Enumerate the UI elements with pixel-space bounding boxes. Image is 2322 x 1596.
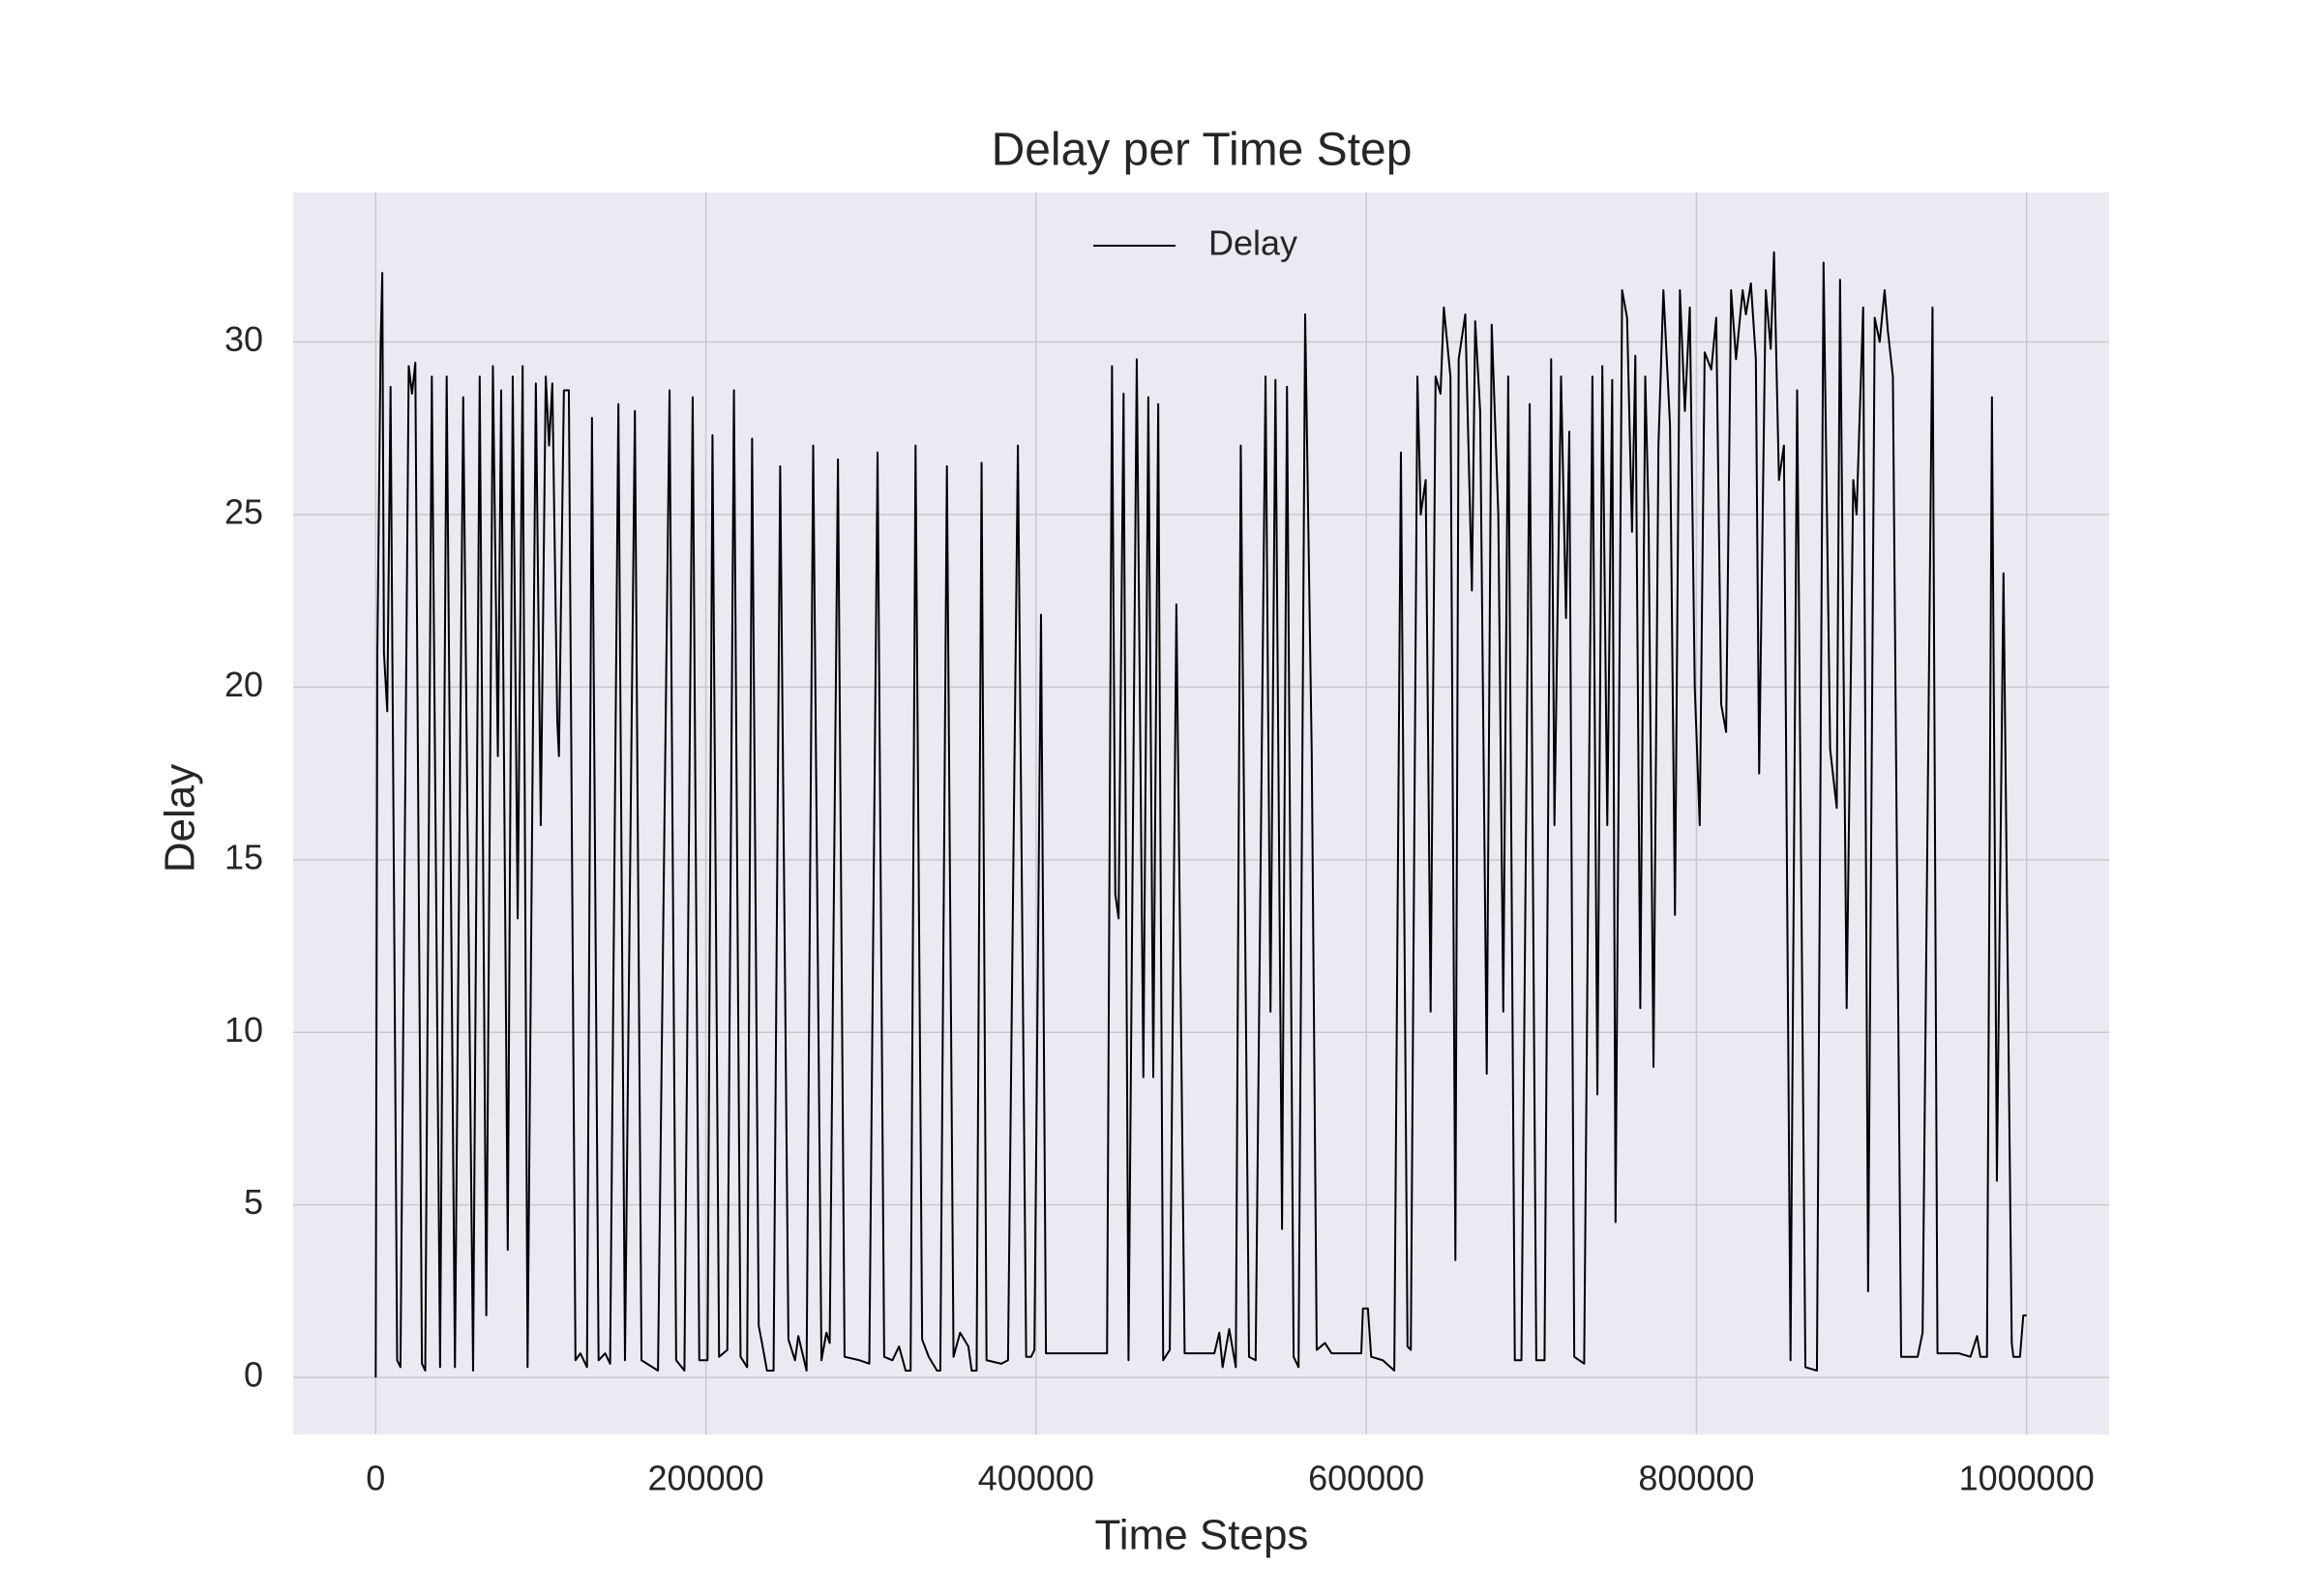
- x-tick-label: 200000: [648, 1459, 764, 1498]
- plot-background: [293, 192, 2109, 1434]
- legend-label: Delay: [1208, 223, 1297, 263]
- y-tick-label: 0: [244, 1355, 263, 1395]
- x-tick-label: 600000: [1308, 1459, 1424, 1498]
- data-line: [374, 251, 2027, 1378]
- x-tick-label: 800000: [1638, 1459, 1754, 1498]
- x-tick-label: 0: [366, 1459, 385, 1498]
- x-tick-label: 400000: [978, 1459, 1094, 1498]
- y-tick-label: 15: [224, 837, 263, 876]
- x-tick-label: 1000000: [1959, 1459, 2095, 1498]
- legend: Delay: [1093, 223, 1297, 263]
- y-tick-label: 25: [224, 491, 263, 531]
- plot: [374, 251, 2027, 1378]
- x-axis-label: Time Steps: [1095, 1512, 1309, 1559]
- y-tick-label: 5: [244, 1182, 263, 1222]
- y-axis-label: Delay: [157, 764, 204, 873]
- y-tick-label: 10: [224, 1010, 263, 1049]
- y-tick-label: 20: [224, 665, 263, 704]
- y-tick-label: 30: [224, 319, 263, 359]
- chart-title: Delay per Time Step: [992, 125, 1413, 176]
